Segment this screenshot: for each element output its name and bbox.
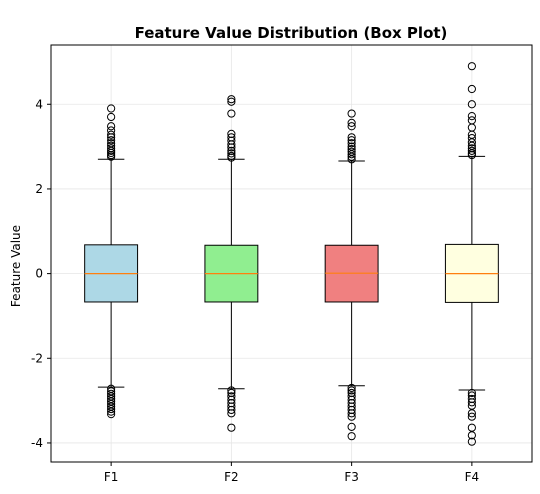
outlier-point — [347, 422, 356, 431]
y-tick-label: 0 — [35, 267, 43, 281]
y-tick-label: -4 — [31, 436, 43, 450]
box-f2 — [204, 95, 259, 432]
y-tick-label: 2 — [35, 182, 43, 196]
outlier-point — [347, 432, 356, 441]
outlier-point — [347, 109, 356, 118]
y-axis-label: Feature Value — [9, 225, 23, 307]
outlier-point — [467, 150, 476, 160]
outlier-point — [227, 140, 236, 149]
plot-area — [84, 62, 499, 446]
outlier-point — [227, 405, 236, 415]
outlier-point — [227, 409, 236, 418]
outlier-point — [107, 146, 116, 155]
y-tick-label: -2 — [31, 351, 43, 365]
outlier-point — [107, 410, 116, 419]
outlier-point — [347, 383, 356, 393]
outlier-point — [347, 386, 356, 395]
outlier-point — [467, 388, 476, 398]
outlier-point — [227, 109, 236, 118]
axes: -4 -2 0 2 4 F1 F2 F3 F4 — [31, 44, 533, 484]
x-tick-label: F1 — [104, 470, 119, 484]
outlier-point — [227, 97, 236, 106]
outlier-point — [107, 136, 116, 145]
outlier-point — [107, 404, 116, 414]
outlier-point — [467, 84, 476, 94]
outlier-point — [347, 409, 356, 418]
outlier-point — [347, 150, 356, 159]
outlier-point — [467, 112, 476, 121]
x-tick-label: F4 — [465, 470, 480, 484]
outlier-point — [107, 112, 116, 122]
outlier-point — [467, 409, 476, 418]
outlier-point — [227, 149, 236, 158]
outlier-point — [347, 152, 356, 161]
outlier-point — [227, 95, 236, 104]
axes-frame — [50, 44, 533, 463]
outlier-point — [467, 437, 476, 446]
outlier-point — [347, 412, 356, 421]
box-f3 — [324, 109, 379, 441]
outlier-point — [347, 139, 356, 148]
outlier-point — [107, 148, 116, 158]
outlier-point — [467, 62, 476, 71]
outlier-point — [467, 146, 476, 155]
outlier-point — [467, 412, 476, 421]
outlier-point — [347, 122, 356, 131]
chart-title: Feature Value Distribution (Box Plot) — [135, 24, 448, 42]
outlier-point — [467, 398, 476, 407]
outlier-point — [107, 130, 116, 139]
outlier-point — [227, 423, 236, 432]
outlier-point — [227, 143, 236, 152]
outlier-point — [347, 136, 356, 145]
y-tick-label: 4 — [35, 97, 43, 111]
outlier-point — [227, 386, 236, 395]
outlier-point — [467, 100, 476, 109]
outlier-point — [227, 153, 236, 162]
box-f1 — [84, 104, 139, 419]
outlier-point — [107, 104, 116, 113]
outlier-point — [347, 155, 356, 164]
outlier-point — [347, 118, 356, 127]
outlier-point — [467, 138, 476, 147]
outlier-point — [107, 152, 116, 161]
outlier-point — [107, 407, 116, 416]
x-tick-label: F2 — [224, 470, 239, 484]
outlier-point — [347, 133, 356, 142]
outlier-point — [467, 431, 476, 440]
x-tick-label: F3 — [344, 470, 359, 484]
outlier-point — [107, 122, 116, 131]
box-f4 — [444, 62, 499, 446]
outlier-point — [107, 133, 116, 142]
